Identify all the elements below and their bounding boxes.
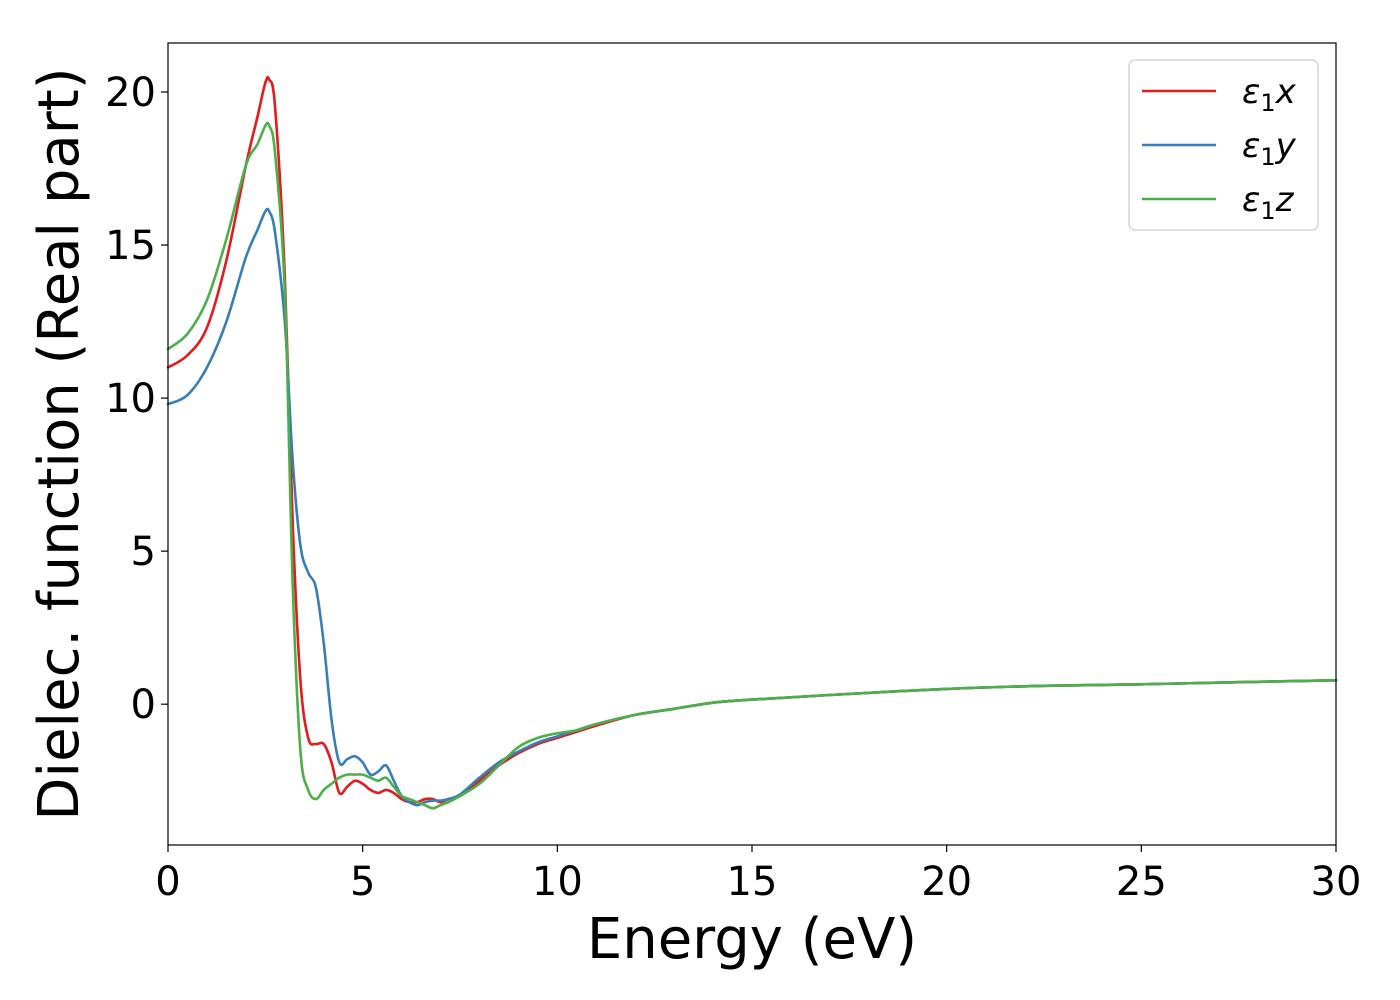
series-layer [166,75,1338,810]
legend-label-x: ε1x [1242,72,1297,117]
x-tick-label: 10 [532,859,583,905]
x-tick-label: 20 [921,859,972,905]
x-axis: 0 5 10 15 20 25 30 [155,845,1361,905]
legend: ε1x ε1y ε1z [1128,59,1319,231]
y-tick-label: 0 [131,682,156,728]
x-tick-label: 25 [1116,859,1167,905]
y-tick-label: 20 [105,70,156,116]
series-line-z [166,121,1338,810]
x-tick-label: 5 [350,859,375,905]
x-tick-label: 30 [1311,859,1362,905]
legend-label-y: ε1y [1242,126,1297,171]
y-tick-label: 5 [131,529,156,575]
x-tick-label: 0 [155,859,180,905]
legend-box [1128,59,1319,231]
legend-label-z: ε1z [1242,180,1295,225]
y-tick-label: 10 [105,376,156,422]
y-tick-label: 15 [105,223,156,269]
y-axis: 0 5 10 15 20 [105,70,168,728]
x-axis-label: Energy (eV) [587,907,917,972]
y-axis-label: Dielec. function (Real part) [27,67,92,820]
x-tick-label: 15 [727,859,778,905]
